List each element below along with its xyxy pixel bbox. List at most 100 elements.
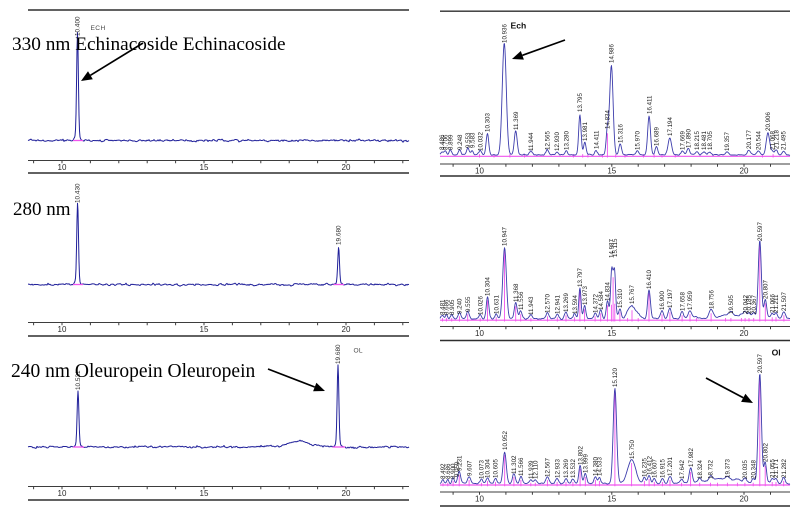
svg-text:18.324: 18.324 (697, 460, 704, 479)
svg-text:20: 20 (740, 167, 749, 176)
svg-text:OL: OL (354, 348, 363, 355)
svg-text:10.936: 10.936 (502, 24, 509, 43)
svg-text:10.430: 10.430 (75, 183, 82, 203)
svg-text:13.973: 13.973 (582, 286, 589, 305)
svg-text:19.680: 19.680 (336, 225, 343, 245)
svg-text:8.899: 8.899 (448, 134, 455, 150)
svg-text:21.066: 21.066 (769, 294, 776, 313)
svg-text:20.348: 20.348 (750, 460, 757, 479)
svg-text:11.944: 11.944 (528, 132, 535, 151)
svg-text:13.999: 13.999 (583, 454, 590, 473)
svg-text:11.368: 11.368 (513, 283, 520, 302)
svg-text:20: 20 (342, 489, 351, 498)
svg-text:14.411: 14.411 (593, 130, 600, 149)
svg-text:20.807: 20.807 (763, 280, 770, 299)
svg-text:10.631: 10.631 (493, 295, 500, 314)
svg-text:17.197: 17.197 (667, 289, 674, 308)
svg-text:8.905: 8.905 (449, 299, 456, 315)
svg-text:21.507: 21.507 (781, 292, 788, 311)
svg-text:20: 20 (342, 163, 351, 172)
svg-text:14.986: 14.986 (609, 44, 616, 63)
svg-text:17.658: 17.658 (679, 292, 686, 311)
svg-text:9.583: 9.583 (469, 132, 476, 148)
svg-text:21.495: 21.495 (781, 131, 788, 150)
svg-text:8.486: 8.486 (439, 134, 446, 150)
svg-text:17.890: 17.890 (685, 129, 692, 148)
svg-text:14.533: 14.533 (597, 457, 604, 476)
svg-text:16.900: 16.900 (659, 291, 666, 310)
svg-text:8.900: 8.900 (450, 463, 457, 479)
svg-text:10.304: 10.304 (485, 459, 492, 478)
svg-text:20.035: 20.035 (742, 460, 749, 479)
svg-text:Ech: Ech (511, 20, 527, 30)
svg-text:15.120: 15.120 (612, 368, 619, 387)
svg-text:15.767: 15.767 (629, 285, 636, 304)
svg-text:20.042: 20.042 (742, 295, 749, 314)
svg-text:Ol: Ol (772, 348, 781, 358)
svg-text:10.531: 10.531 (75, 370, 82, 390)
svg-text:330 nm Echinacoside Echinacosi: 330 nm Echinacoside Echinacoside (12, 34, 286, 55)
svg-text:15.316: 15.316 (617, 124, 624, 143)
svg-text:15: 15 (607, 495, 616, 504)
svg-text:10.073: 10.073 (479, 460, 486, 479)
svg-text:280 nm: 280 nm (13, 199, 71, 220)
svg-text:15: 15 (200, 163, 209, 172)
svg-text:20: 20 (740, 495, 749, 504)
svg-text:16.411: 16.411 (646, 95, 653, 114)
svg-text:12.570: 12.570 (545, 294, 552, 313)
svg-text:11.939: 11.939 (528, 460, 535, 479)
svg-text:13.797: 13.797 (577, 268, 584, 287)
svg-text:15.750: 15.750 (629, 440, 636, 459)
svg-text:240 nm Oleuropein Oleuropein: 240 nm Oleuropein Oleuropein (11, 361, 255, 382)
svg-text:18.732: 18.732 (708, 460, 715, 479)
svg-text:15: 15 (200, 325, 209, 334)
svg-text:9.231: 9.231 (456, 455, 463, 471)
svg-text:15.970: 15.970 (635, 131, 642, 150)
svg-text:16.689: 16.689 (654, 127, 661, 146)
svg-text:18.481: 18.481 (701, 131, 708, 150)
svg-text:10.304: 10.304 (485, 277, 492, 296)
svg-text:10: 10 (475, 329, 484, 338)
svg-text:20.177: 20.177 (746, 130, 753, 149)
svg-text:17.194: 17.194 (667, 117, 674, 136)
svg-text:10: 10 (58, 489, 67, 498)
svg-text:14.372: 14.372 (592, 294, 599, 313)
svg-text:15: 15 (607, 167, 616, 176)
svg-text:12.933: 12.933 (554, 459, 561, 478)
svg-text:10.026: 10.026 (477, 296, 484, 315)
svg-text:17.201: 17.201 (667, 457, 674, 476)
svg-text:20.597: 20.597 (757, 222, 764, 241)
svg-text:20.906: 20.906 (765, 112, 772, 131)
svg-text:10.032: 10.032 (478, 132, 485, 151)
svg-text:12.930: 12.930 (554, 132, 561, 151)
svg-text:11.943: 11.943 (528, 296, 535, 315)
svg-text:16.410: 16.410 (646, 270, 653, 289)
svg-text:16.915: 16.915 (660, 459, 667, 478)
svg-text:11.566: 11.566 (518, 457, 525, 476)
svg-text:13.269: 13.269 (563, 459, 570, 478)
svg-text:20.544: 20.544 (756, 131, 763, 150)
svg-text:10: 10 (475, 495, 484, 504)
svg-text:13.280: 13.280 (564, 131, 571, 150)
svg-text:8.706: 8.706 (443, 134, 450, 150)
svg-text:11.556: 11.556 (518, 291, 525, 310)
svg-text:9.248: 9.248 (457, 134, 464, 150)
svg-text:8.686: 8.686 (445, 463, 452, 479)
svg-text:12.565: 12.565 (545, 131, 552, 150)
svg-text:13.532: 13.532 (570, 459, 577, 478)
svg-text:20.597: 20.597 (757, 354, 764, 373)
svg-text:21.055: 21.055 (769, 459, 776, 478)
svg-text:ECH: ECH (91, 25, 106, 32)
svg-text:10.303: 10.303 (485, 113, 492, 132)
svg-text:15: 15 (200, 489, 209, 498)
svg-text:15.115: 15.115 (612, 238, 619, 257)
svg-text:21.171: 21.171 (773, 459, 780, 478)
svg-text:8.481: 8.481 (440, 299, 447, 315)
svg-text:10.952: 10.952 (502, 431, 509, 450)
svg-text:17.669: 17.669 (680, 131, 687, 150)
svg-text:13.594: 13.594 (572, 295, 579, 314)
svg-text:10.947: 10.947 (502, 227, 509, 246)
svg-text:19.505: 19.505 (728, 295, 735, 314)
svg-text:9.607: 9.607 (466, 460, 473, 476)
svg-text:19.373: 19.373 (725, 459, 732, 478)
